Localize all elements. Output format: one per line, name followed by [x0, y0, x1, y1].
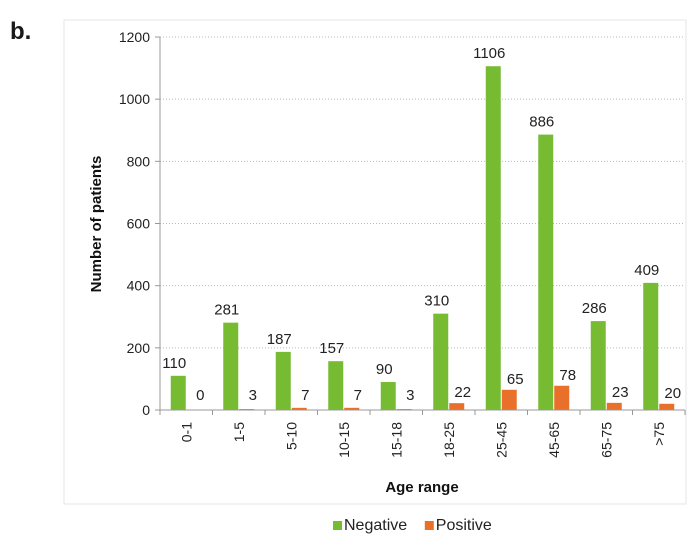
chart-area-border	[63, 19, 687, 505]
data-label-negative: 281	[214, 302, 239, 319]
data-label-positive: 7	[354, 387, 362, 404]
data-label-negative: 1106	[473, 45, 505, 62]
data-label-positive: 23	[612, 384, 629, 401]
x-axis-ticks: 0-1 1-5 5-10 10-15 15-18 18-25 25-45 45-65 65-75…	[159, 410, 686, 458]
bar-negative	[328, 361, 344, 410]
panel-label: b.	[10, 18, 32, 45]
bar-negative	[433, 313, 449, 410]
bar-negative	[590, 321, 606, 410]
data-label-positive: 20	[664, 385, 681, 402]
bar-positive	[501, 389, 517, 410]
data-labels: 110 0 281 3 187 7 157 7 90 3 310 22 1106 65 886 78 286 23…	[162, 45, 681, 404]
x-tick-label: 25-45	[493, 422, 509, 458]
legend: Negative Positive	[333, 517, 492, 534]
x-tick-label: 10-15	[336, 422, 352, 458]
bar-negative	[275, 351, 291, 410]
bar-negative	[170, 375, 186, 410]
y-tick-label: 0	[142, 402, 150, 418]
data-label-positive: 78	[559, 367, 576, 384]
bar-negative	[485, 66, 501, 411]
x-tick-label: 1-5	[231, 422, 247, 442]
y-axis-title: Number of patients	[88, 156, 105, 293]
data-label-positive: 3	[249, 387, 257, 404]
bar-positive	[606, 402, 622, 410]
data-label-positive: 7	[301, 387, 309, 404]
y-tick-label: 1200	[119, 29, 150, 45]
x-tick-label: 65-75	[598, 422, 614, 458]
y-tick-label: 600	[127, 216, 151, 232]
y-tick-label: 200	[127, 340, 151, 356]
y-tick-label: 400	[127, 278, 151, 294]
data-label-negative: 886	[529, 114, 554, 131]
gridlines	[160, 36, 685, 349]
x-axis-title: Age range	[385, 479, 458, 496]
data-label-positive: 0	[196, 387, 204, 404]
legend-label-negative: Negative	[344, 517, 407, 534]
bar-negative	[643, 282, 659, 410]
x-tick-label: >75	[651, 422, 667, 446]
data-label-positive: 22	[454, 384, 471, 401]
bar-positive	[659, 403, 675, 410]
x-tick-label: 45-65	[546, 422, 562, 458]
bar-positive	[344, 407, 360, 410]
x-tick-label: 18-25	[441, 422, 457, 458]
bars	[170, 66, 675, 411]
x-tick-label: 0-1	[178, 422, 194, 442]
y-axis-ticks: 0 200 400 600 800 1000 1200	[119, 29, 160, 418]
data-label-negative: 286	[582, 300, 607, 317]
bar-positive	[291, 407, 307, 410]
data-label-positive: 3	[406, 387, 414, 404]
bar-negative	[538, 134, 554, 410]
data-label-negative: 409	[634, 262, 659, 279]
y-tick-label: 800	[127, 153, 151, 169]
bar-positive	[449, 403, 465, 410]
data-label-negative: 110	[162, 355, 186, 372]
legend-swatch-negative	[333, 521, 342, 530]
legend-swatch-positive	[424, 521, 434, 530]
data-label-negative: 187	[267, 331, 292, 348]
y-tick-label: 1000	[119, 91, 150, 107]
bar-negative	[380, 382, 396, 410]
legend-label-positive: Positive	[436, 517, 492, 534]
data-label-negative: 90	[376, 361, 393, 378]
data-label-negative: 157	[319, 340, 344, 357]
data-label-negative: 310	[424, 293, 449, 310]
x-tick-label: 15-18	[388, 422, 404, 458]
bar-negative	[223, 322, 239, 410]
data-label-positive: 65	[507, 371, 524, 388]
bar-positive	[554, 385, 570, 410]
x-tick-label: 5-10	[283, 422, 299, 450]
